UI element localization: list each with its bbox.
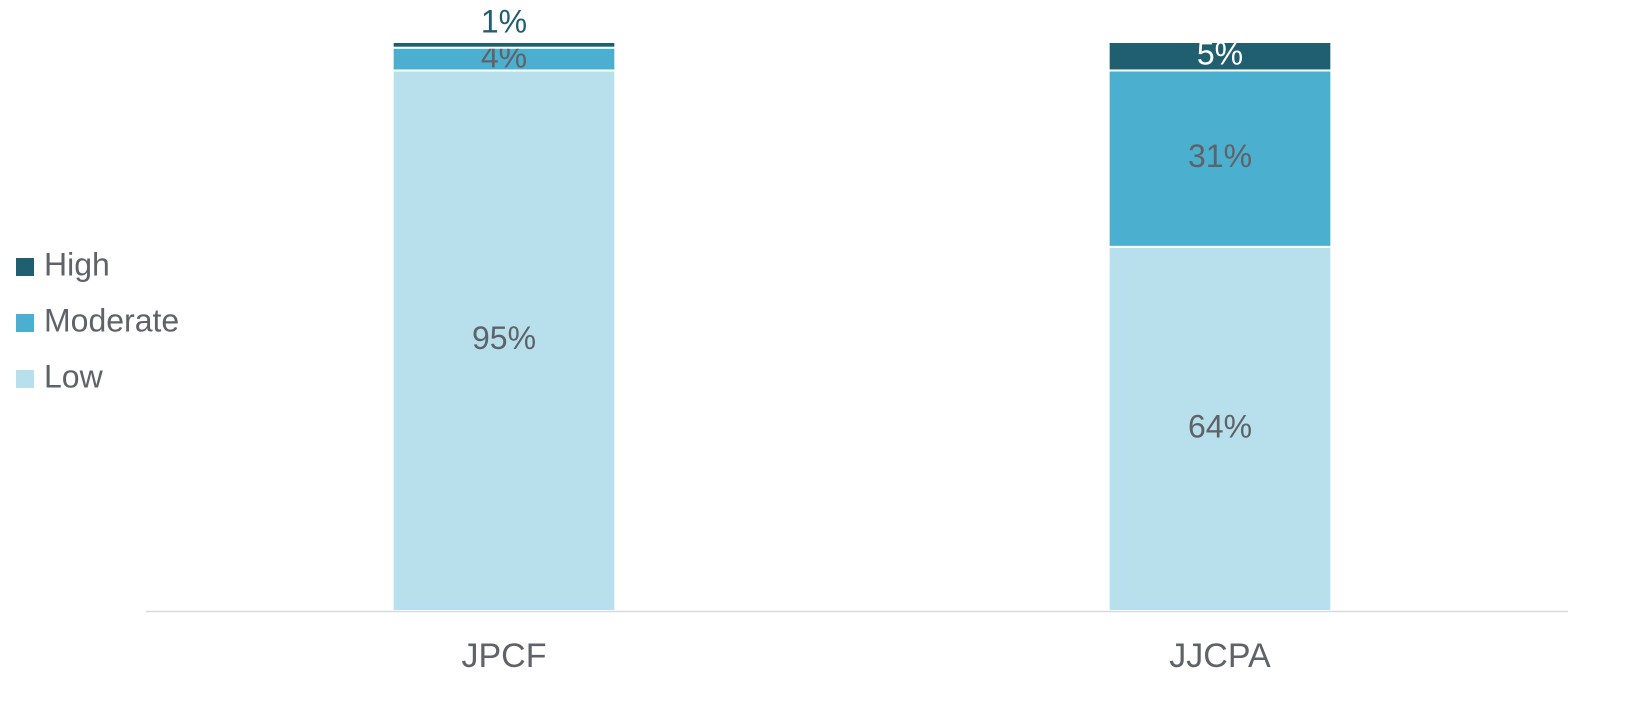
bar-segment xyxy=(391,41,617,49)
data-label: 5% xyxy=(1197,36,1243,72)
legend-swatch xyxy=(16,314,34,332)
bar-segment xyxy=(1107,41,1333,72)
x-tick-label: JJCPA xyxy=(1169,637,1271,675)
bar-segment xyxy=(391,69,617,612)
legend-swatch xyxy=(16,258,34,276)
bar-segment xyxy=(1107,69,1333,248)
data-label: 31% xyxy=(1188,138,1252,174)
legend-label: Low xyxy=(44,358,104,394)
data-label: 95% xyxy=(472,320,536,356)
data-label: 64% xyxy=(1188,408,1252,444)
legend-label: Moderate xyxy=(44,302,179,338)
x-tick-label: JPCF xyxy=(462,637,547,675)
legend-swatch xyxy=(16,370,34,388)
legend-label: High xyxy=(44,246,110,282)
data-label: 1% xyxy=(481,3,527,39)
bar-segment xyxy=(1107,245,1333,612)
